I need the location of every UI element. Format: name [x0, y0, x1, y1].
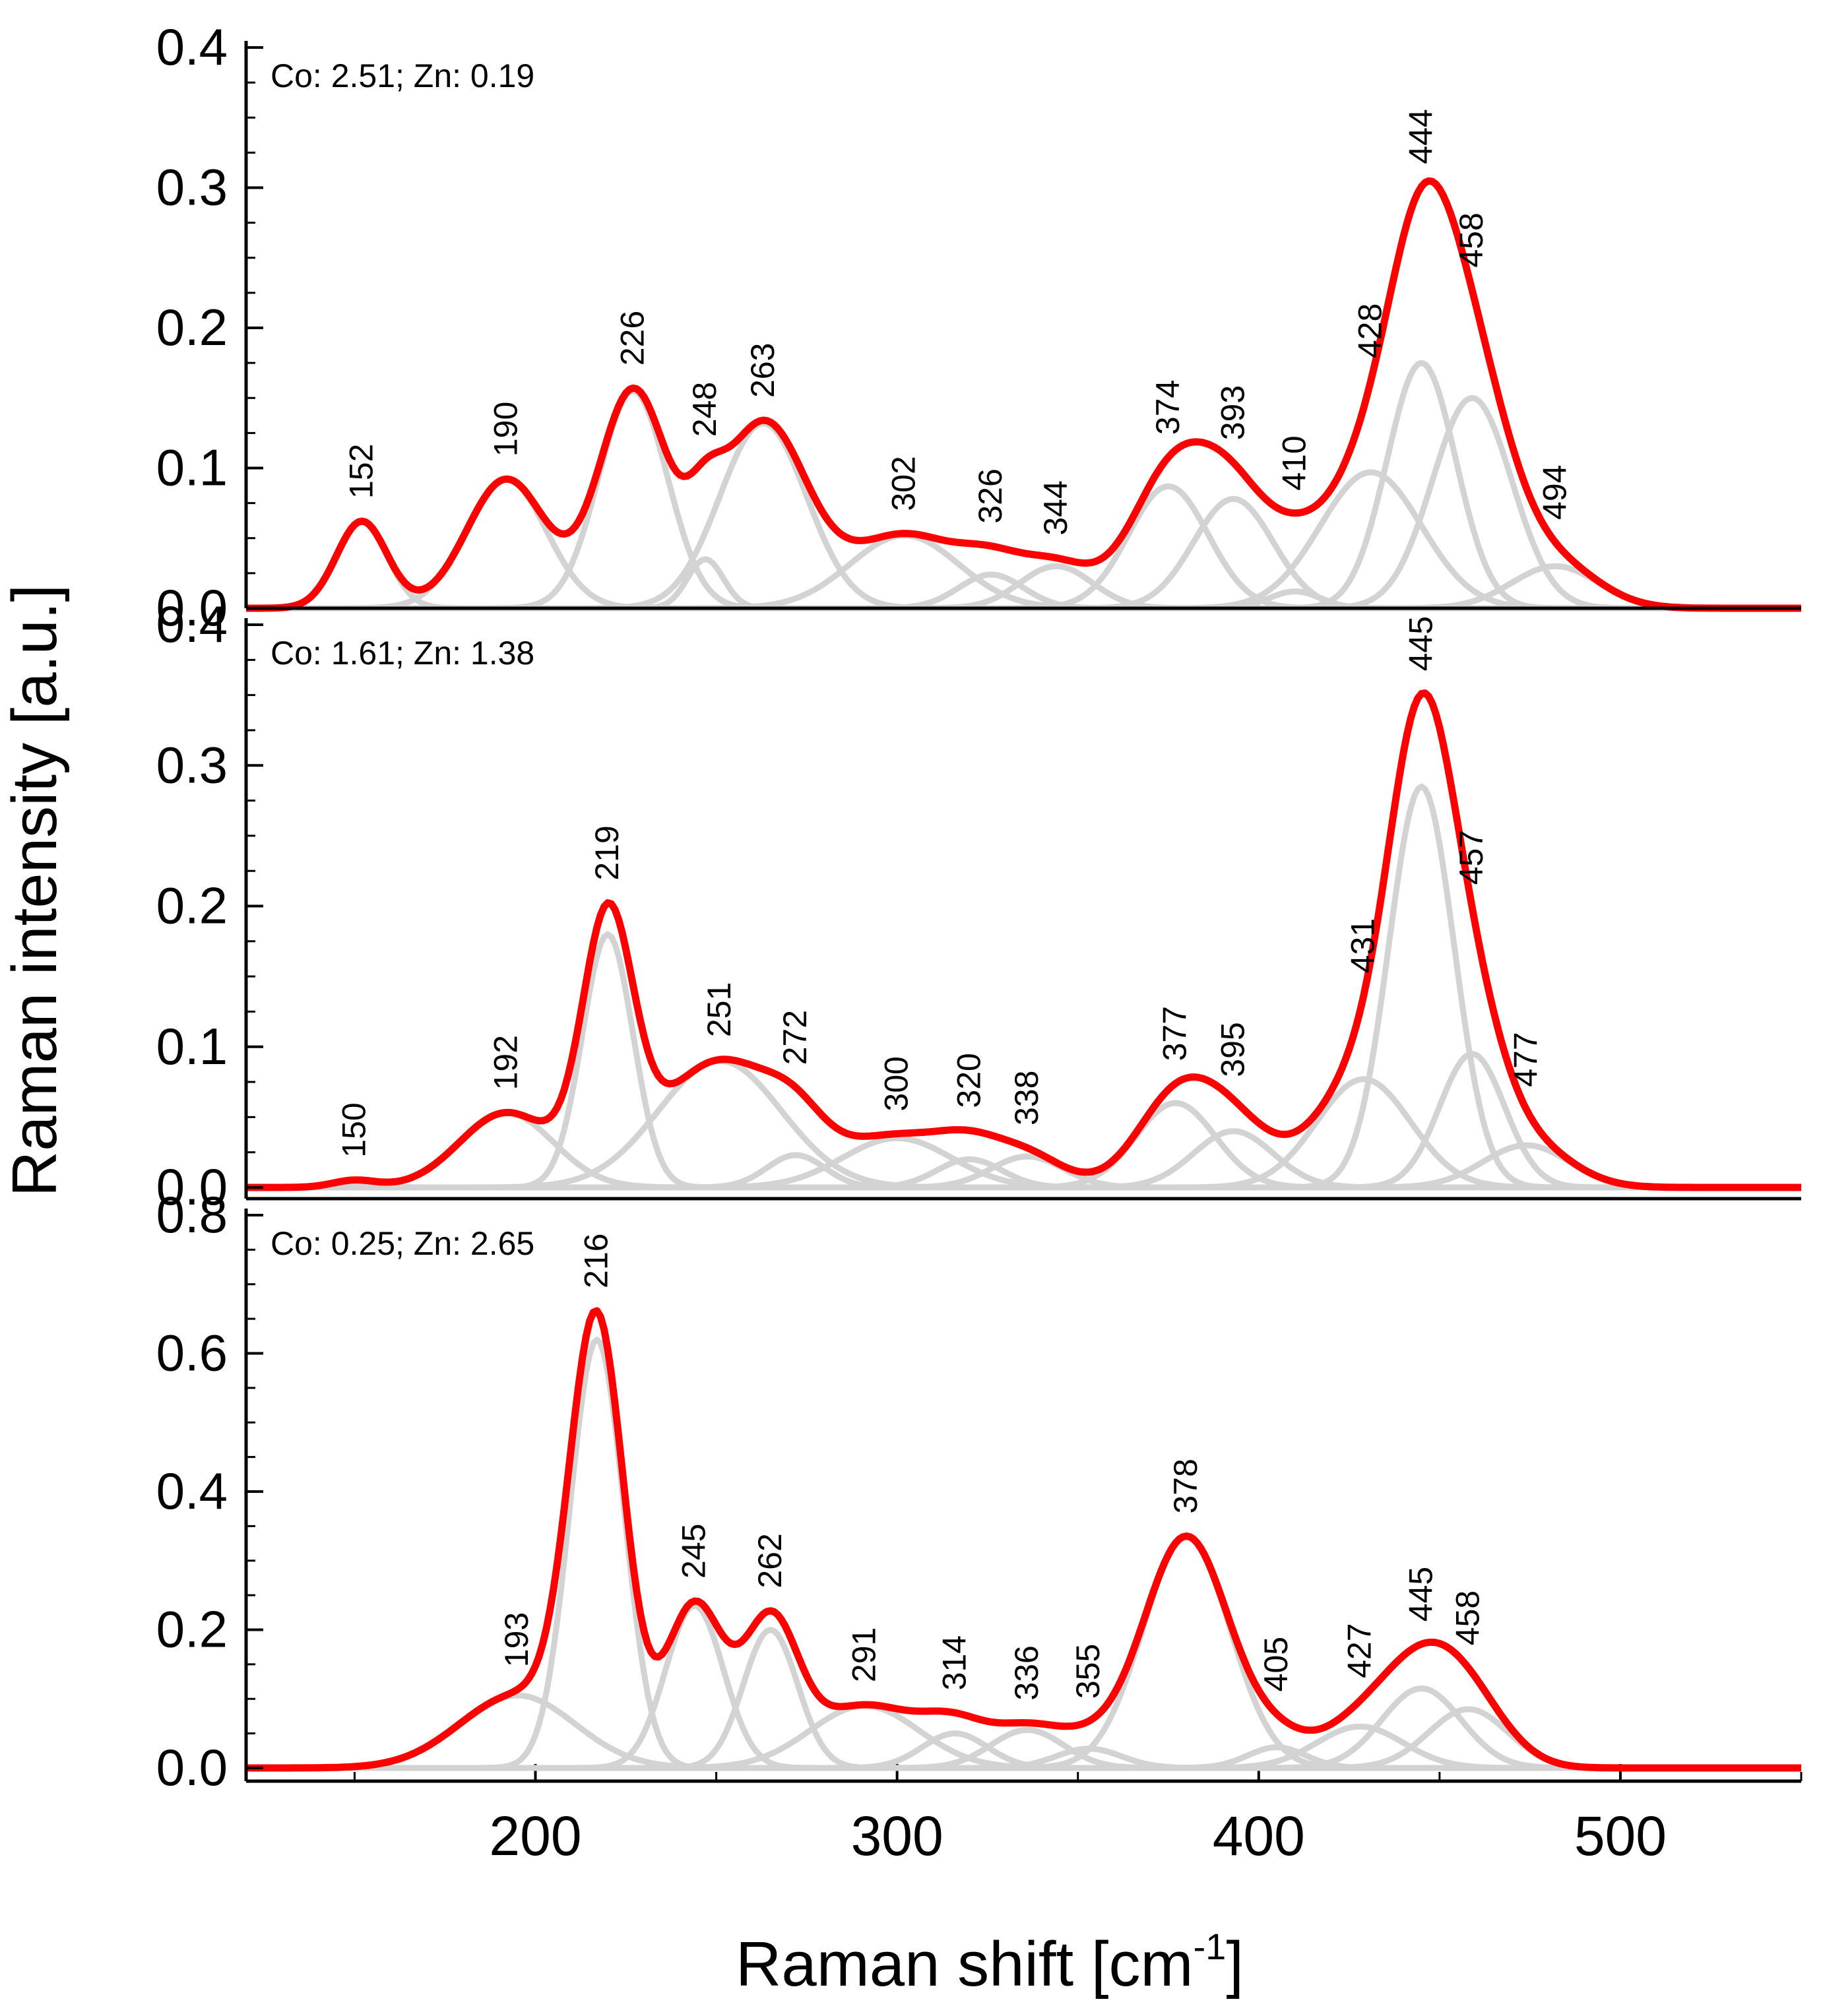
peak-label: 458: [1450, 1591, 1486, 1645]
x-tick-label: 300: [851, 1805, 943, 1867]
peak-label: 374: [1149, 380, 1186, 435]
y-tick-label: 0.0: [156, 1738, 228, 1796]
composition-label: Co: 1.61; Zn: 1.38: [271, 635, 534, 672]
peak-label: 445: [1402, 616, 1439, 671]
peak-label: 251: [701, 982, 738, 1037]
peak-label: 445: [1402, 1567, 1439, 1622]
peak-label: 428: [1352, 303, 1389, 358]
peak-label: 405: [1258, 1637, 1294, 1691]
component-peak-477: [246, 1142, 1801, 1191]
panel-2: 150 192 219 251 272 300 320 338 377 395 431 445 457 4…: [156, 595, 1801, 1216]
y-axis-title: Raman intensity [a.u.]: [0, 584, 70, 1197]
y-tick-label: 0.2: [156, 1600, 228, 1658]
peak-label: 355: [1070, 1644, 1106, 1699]
peak-label: 272: [777, 1010, 814, 1065]
peak-label: 344: [1037, 480, 1074, 535]
peak-label: 377: [1157, 1006, 1194, 1061]
peak-label: 248: [686, 382, 723, 437]
peak-label: 262: [751, 1533, 788, 1588]
peak-label: 427: [1341, 1623, 1378, 1678]
y-tick-label: 0.3: [156, 158, 228, 216]
peak-label: 410: [1276, 435, 1313, 490]
composition-label: Co: 2.51; Zn: 0.19: [271, 57, 534, 94]
x-tick-label: 500: [1574, 1805, 1667, 1867]
component-peak-291: [246, 1703, 1801, 1771]
peak-label: 477: [1507, 1032, 1544, 1087]
component-peak-458: [246, 1706, 1801, 1771]
peak-label: 263: [744, 343, 781, 398]
y-tick-label: 0.8: [156, 1185, 228, 1244]
y-tick-label: 0.6: [156, 1324, 228, 1382]
peak-label: 393: [1214, 385, 1251, 440]
fit-envelope: [246, 177, 1801, 612]
x-axis-title: Raman shift [cm-1]: [736, 1926, 1244, 2000]
x-tick-label: 400: [1213, 1805, 1305, 1867]
peak-label: 245: [676, 1524, 713, 1579]
x-axis-title-end: ]: [1226, 1929, 1244, 2000]
y-tick-label: 0.0: [156, 579, 228, 637]
y-tick-label: 0.4: [156, 18, 228, 76]
peak-label: 152: [342, 444, 379, 499]
y-tick-label: 0.4: [156, 595, 228, 653]
peak-label: 314: [936, 1635, 973, 1690]
peak-label: 192: [488, 1035, 525, 1090]
y-tick-label: 0.1: [156, 439, 228, 497]
panel-3: 193 216 245 262 291 314 336 355 378 405 427 445 458 0…: [156, 1185, 1801, 1796]
peak-label: 444: [1402, 109, 1439, 164]
peak-label: 190: [488, 402, 525, 457]
peak-label: 494: [1536, 465, 1573, 520]
x-tick-label: 200: [489, 1805, 581, 1867]
composition-label: Co: 0.25; Zn: 2.65: [271, 1225, 534, 1262]
peak-label: 291: [845, 1627, 882, 1682]
peak-label: 193: [498, 1612, 535, 1667]
peak-label: 300: [878, 1056, 915, 1111]
y-tick-label: 0.3: [156, 736, 228, 794]
peak-label: 378: [1167, 1459, 1204, 1513]
peak-label: 326: [972, 468, 1009, 523]
y-tick-label: 0.2: [156, 877, 228, 935]
y-tick-label: 0.1: [156, 1017, 228, 1075]
y-tick-label: 0.4: [156, 1462, 228, 1520]
fit-envelope: [246, 689, 1801, 1191]
peak-label: 457: [1453, 830, 1490, 885]
y-tick-label: 0.2: [156, 298, 228, 356]
x-axis-title-main: Raman shift [cm: [736, 1929, 1194, 2000]
peak-label: 395: [1214, 1022, 1251, 1077]
peak-label: 431: [1345, 918, 1382, 973]
peak-label: 150: [335, 1102, 372, 1157]
fit-envelope: [246, 1307, 1801, 1772]
peak-label: 219: [589, 825, 625, 880]
peak-label: 216: [578, 1234, 615, 1288]
peak-label: 336: [1008, 1645, 1045, 1700]
component-peak-216: [246, 1337, 1801, 1771]
y-tick-label: 0.0: [156, 1158, 228, 1216]
peak-label: 458: [1453, 212, 1490, 267]
peak-label: 302: [885, 456, 922, 511]
panel-1: 152 190 226 248 263 302 326 344 374 393 410 428 444 4…: [156, 18, 1801, 637]
peak-label: 226: [614, 311, 651, 365]
peak-label: 320: [950, 1053, 987, 1108]
x-axis-title-superscript: -1: [1194, 1926, 1227, 1967]
peak-label: 338: [1008, 1071, 1045, 1125]
